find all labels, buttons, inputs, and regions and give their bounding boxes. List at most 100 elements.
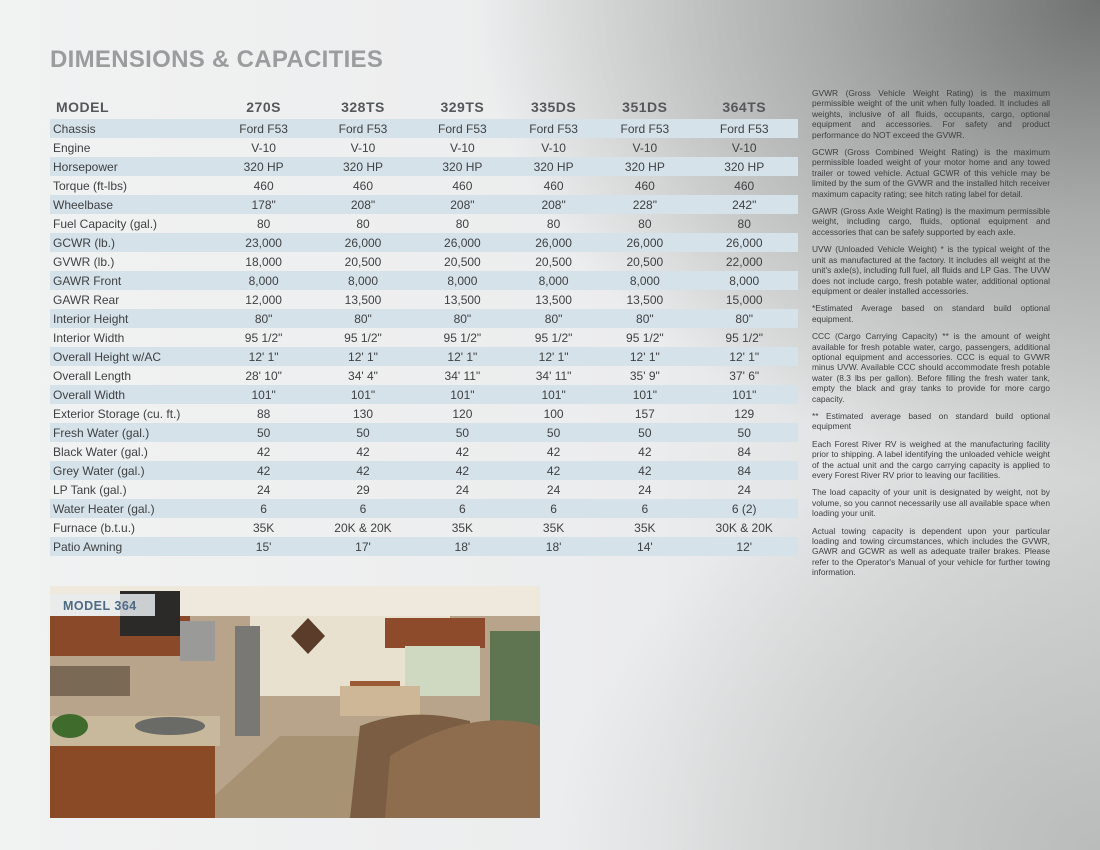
- cell: 8,000: [507, 271, 600, 290]
- photo-caption: MODEL 364: [63, 599, 137, 613]
- header-cell: 351DS: [622, 99, 668, 115]
- table-row: Water Heater (gal.) 6 6 6 6 6 6 (2): [50, 499, 798, 518]
- note: Actual towing capacity is dependent upon…: [812, 525, 1050, 578]
- cell: 460: [352, 178, 373, 193]
- cell: 12' 1": [507, 347, 600, 366]
- table-row: Overall Length 28' 10" 34' 4" 34' 11" 34' 11…: [50, 366, 798, 385]
- cell: 320 HP: [416, 157, 508, 176]
- header-row: MODEL 270S 328TS 329TS 335DS 351DS 364TS: [50, 95, 798, 119]
- table-row: Fuel Capacity (gal.) 80 80 80 80 80 80: [50, 214, 798, 233]
- cell: 95 1/2": [626, 330, 664, 345]
- cell: 18': [416, 537, 508, 556]
- cell: 20,500: [444, 254, 481, 269]
- header-cell: 270S: [246, 99, 281, 115]
- cell: 208": [416, 195, 508, 214]
- cell: 34' 11": [535, 368, 572, 383]
- cell: 80: [737, 216, 751, 231]
- cell: 13,500: [444, 292, 481, 307]
- cell: 50: [218, 423, 310, 442]
- cell: 6: [416, 499, 508, 518]
- cell: 460: [452, 178, 473, 193]
- cell: 28' 10": [245, 368, 282, 383]
- cell: 42: [638, 444, 652, 459]
- note: *Estimated Average based on standard bui…: [812, 303, 1050, 324]
- cell: 24: [737, 482, 751, 497]
- note: UVW (Unloaded Vehicle Weight) * is the t…: [812, 244, 1050, 296]
- cell: 24: [455, 482, 470, 497]
- header-cell: 364TS: [722, 99, 767, 115]
- cell: 14': [599, 537, 691, 556]
- table-row: LP Tank (gal.) 24 29 24 24 24 24: [50, 480, 798, 499]
- header-cell: 328TS: [341, 99, 385, 115]
- cell: 17': [309, 537, 417, 556]
- cell: 101": [309, 385, 417, 404]
- cell: 20K & 20K: [334, 520, 392, 535]
- row-label: GVWR (lb.): [53, 254, 115, 269]
- cell: V-10: [350, 140, 376, 155]
- table-row: Overall Width 101" 101" 101" 101" 101" 101": [50, 385, 798, 404]
- table-row: Exterior Storage (cu. ft.) 88 130 120 100 157…: [50, 404, 798, 423]
- cell: 24: [638, 482, 652, 497]
- cell: 100: [543, 406, 564, 421]
- row-label: Exterior Storage (cu. ft.): [53, 406, 181, 421]
- cell: 26,000: [690, 233, 798, 252]
- cell: 23,000: [218, 233, 310, 252]
- cell: 95 1/2": [725, 330, 764, 345]
- cell: 6: [507, 499, 600, 518]
- cell: 6 (2): [690, 499, 798, 518]
- cell: 15': [218, 537, 310, 556]
- cell: 35K: [252, 520, 275, 535]
- table-row: Furnace (b.t.u.) 35K 20K & 20K 35K 35K 35K 30K…: [50, 518, 798, 537]
- row-label: Chassis: [50, 119, 218, 138]
- cell: 95 1/2": [344, 330, 382, 345]
- table-row: Fresh Water (gal.) 50 50 50 50 50 50: [50, 423, 798, 442]
- cell: 35K: [451, 520, 474, 535]
- cell: 320 HP: [309, 157, 417, 176]
- cell: 24: [546, 482, 561, 497]
- row-label: Fresh Water (gal.): [50, 423, 218, 442]
- cell: V-10: [541, 140, 566, 155]
- cell: 12,000: [245, 292, 282, 307]
- cell: 208": [309, 195, 417, 214]
- row-label: Overall Length: [53, 368, 132, 383]
- table-row: Horsepower 320 HP 320 HP 320 HP 320 HP 320 HP…: [50, 157, 798, 176]
- cell: 460: [734, 178, 755, 193]
- cell: Ford F53: [416, 119, 508, 138]
- table-row: Torque (ft-lbs) 460 460 460 460 460 460: [50, 176, 798, 195]
- table-row: Wheelbase 178" 208" 208" 208" 228" 242": [50, 195, 798, 214]
- interior-photo: MODEL 364: [50, 586, 540, 818]
- cell: 50: [690, 423, 798, 442]
- row-label: Horsepower: [50, 157, 218, 176]
- cell: 8,000: [309, 271, 417, 290]
- cell: 80: [356, 216, 370, 231]
- cell: 42: [416, 461, 508, 480]
- cell: 80": [690, 309, 798, 328]
- cell: Ford F53: [690, 119, 798, 138]
- row-label: Black Water (gal.): [53, 444, 148, 459]
- cell: 42: [507, 461, 600, 480]
- header-cell: 335DS: [530, 99, 577, 115]
- cell: 30K & 20K: [715, 520, 773, 535]
- page-title: DIMENSIONS & CAPACITIES: [50, 46, 384, 73]
- row-label: Torque (ft-lbs): [53, 178, 128, 193]
- cell: 80": [309, 309, 417, 328]
- note: The load capacity of your unit is design…: [812, 487, 1050, 519]
- cell: 460: [543, 178, 564, 193]
- table-body: Chassis Ford F53 Ford F53 Ford F53 Ford F53 F…: [50, 119, 798, 556]
- header-cell: 329TS: [440, 99, 485, 115]
- table-row: GAWR Rear 12,000 13,500 13,500 13,500 13,500 1…: [50, 290, 798, 309]
- cell: 120: [452, 406, 473, 421]
- row-label: Grey Water (gal.): [50, 461, 218, 480]
- cell: 6: [218, 499, 310, 518]
- cell: 80: [638, 216, 652, 231]
- table-row: Interior Width 95 1/2" 95 1/2" 95 1/2" 95 1/…: [50, 328, 798, 347]
- note: GCWR (Gross Combined Weight Rating) is t…: [812, 147, 1050, 199]
- note: GVWR (Gross Vehicle Weight Rating) is th…: [812, 88, 1050, 140]
- cell: 34' 11": [444, 368, 481, 383]
- cell: 130: [352, 406, 373, 421]
- cell: 35K: [542, 520, 565, 535]
- table-row: Chassis Ford F53 Ford F53 Ford F53 Ford F53 F…: [50, 119, 798, 138]
- cell: 34' 4": [348, 368, 378, 383]
- header-cell: MODEL: [56, 99, 110, 115]
